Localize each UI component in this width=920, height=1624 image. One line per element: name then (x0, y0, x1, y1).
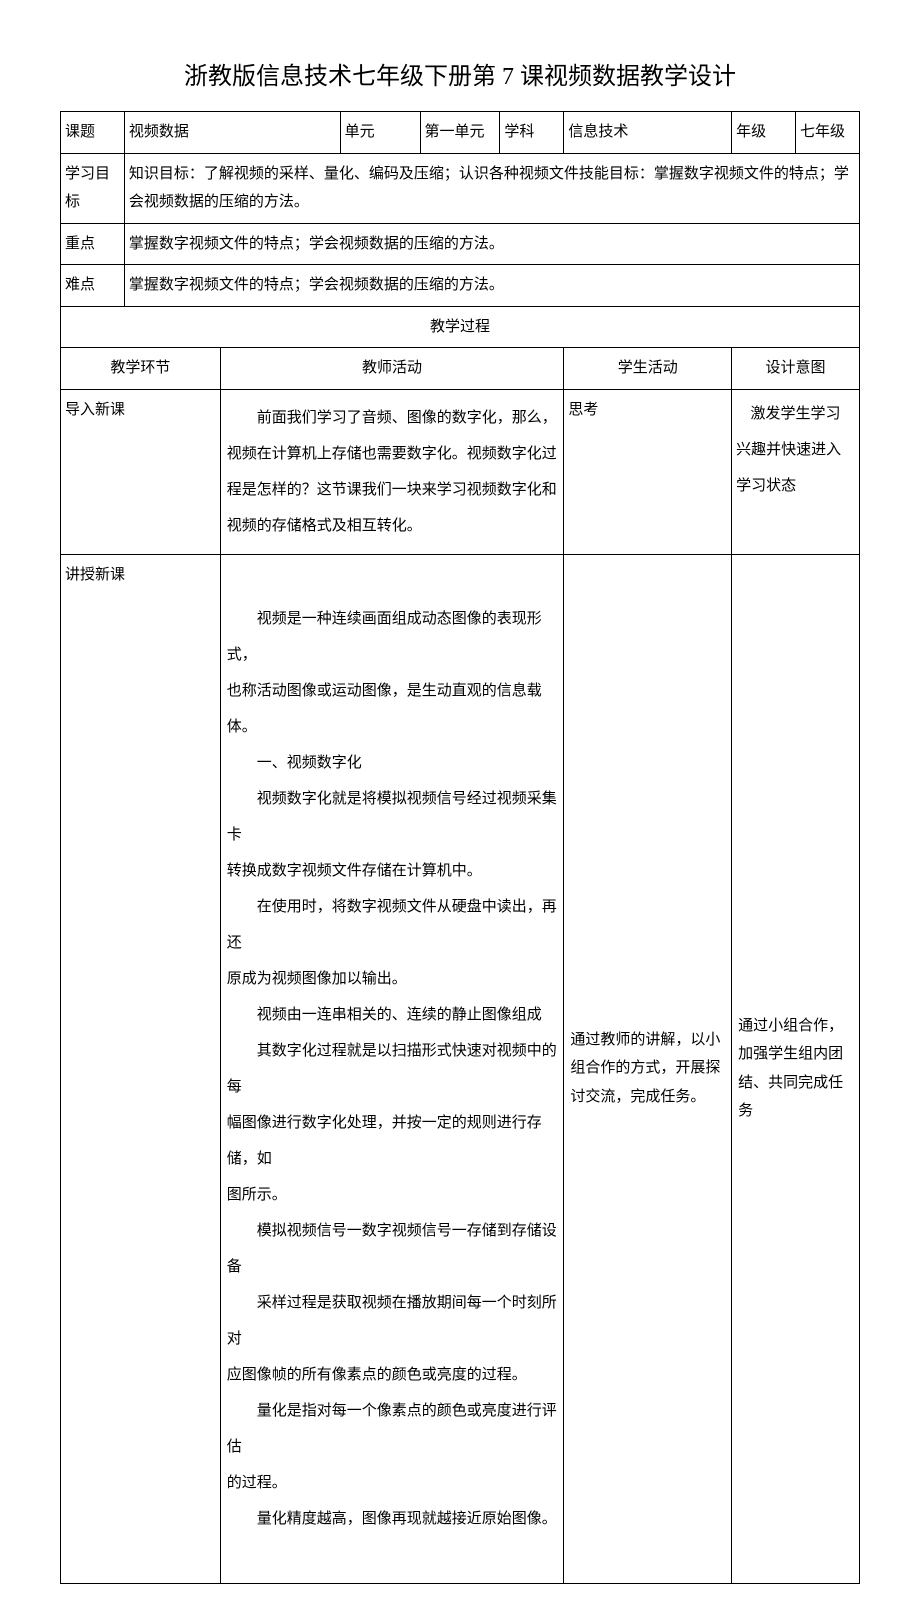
main-teacher-p7: 原成为视频图像加以输出。 (227, 961, 558, 997)
intro-student: 思考 (564, 389, 732, 554)
main-teacher-p15: 量化是指对每一个像素点的颜色或亮度进行评估 (227, 1393, 558, 1465)
main-teacher-p5: 转换成数字视频文件存储在计算机中。 (227, 853, 558, 889)
main-teacher-p16: 的过程。 (227, 1465, 558, 1501)
value-grade: 七年级 (796, 112, 860, 154)
main-teacher-p6: 在使用时，将数字视频文件从硬盘中读出，再还 (227, 889, 558, 961)
value-subject: 信息技术 (564, 112, 732, 154)
lesson-plan-table: 课题 视频数据 单元 第一单元 学科 信息技术 年级 七年级 学习目标 知识目标… (60, 111, 860, 1584)
value-keypoint: 掌握数字视频文件的特点；学会视频数据的压缩的方法。 (124, 223, 859, 265)
intro-design: 激发学生学习 兴趣并快速进入 学习状态 (732, 389, 860, 554)
intro-design-p2: 兴趣并快速进入 (736, 432, 855, 468)
main-teacher-p13: 采样过程是获取视频在播放期间每一个时刻所对 (227, 1285, 558, 1357)
main-teacher: 视频是一种连续画面组成动态图像的表现形式， 也称活动图像或运动图像，是生动直观的… (220, 554, 564, 1583)
process-header-row: 教学过程 (61, 306, 860, 348)
label-grade: 年级 (732, 112, 796, 154)
header-row-2: 学习目标 知识目标：了解视频的采样、量化、编码及压缩；认识各种视频文件技能目标：… (61, 153, 860, 223)
main-design: 通过小组合作，加强学生组内团结、共同完成任务 (732, 554, 860, 1583)
main-teacher-p11: 图所示。 (227, 1177, 558, 1213)
intro-label: 导入新课 (61, 389, 221, 554)
intro-teacher: 前面我们学习了音频、图像的数字化，那么， 视频在计算机上存储也需要数字化。视频数… (220, 389, 564, 554)
value-objectives: 知识目标：了解视频的采样、量化、编码及压缩；认识各种视频文件技能目标：掌握数字视… (124, 153, 859, 223)
main-row: 讲授新课 视频是一种连续画面组成动态图像的表现形式， 也称活动图像或运动图像，是… (61, 554, 860, 1583)
main-teacher-p4: 视频数字化就是将模拟视频信号经过视频采集卡 (227, 781, 558, 853)
label-difficulty: 难点 (61, 265, 125, 307)
col-design: 设计意图 (732, 348, 860, 390)
label-topic: 课题 (61, 112, 125, 154)
main-teacher-p9: 其数字化过程就是以扫描形式快速对视频中的每 (227, 1033, 558, 1105)
main-teacher-p10: 幅图像进行数字化处理，并按一定的规则进行存储，如 (227, 1105, 558, 1177)
intro-teacher-p2: 视频在计算机上存储也需要数字化。视频数字化过程是怎样的？这节课我们一块来学习视频… (227, 436, 558, 544)
value-difficulty: 掌握数字视频文件的特点；学会视频数据的压缩的方法。 (124, 265, 859, 307)
header-row-3: 重点 掌握数字视频文件的特点；学会视频数据的压缩的方法。 (61, 223, 860, 265)
main-teacher-p8: 视频由一连串相关的、连续的静止图像组成 (227, 997, 558, 1033)
main-label: 讲授新课 (61, 554, 221, 1583)
header-row-4: 难点 掌握数字视频文件的特点；学会视频数据的压缩的方法。 (61, 265, 860, 307)
main-teacher-p12: 模拟视频信号一数字视频信号一存储到存储设备 (227, 1213, 558, 1285)
header-row-1: 课题 视频数据 单元 第一单元 学科 信息技术 年级 七年级 (61, 112, 860, 154)
value-unit: 第一单元 (420, 112, 500, 154)
intro-row: 导入新课 前面我们学习了音频、图像的数字化，那么， 视频在计算机上存储也需要数字… (61, 389, 860, 554)
intro-teacher-p1: 前面我们学习了音频、图像的数字化，那么， (227, 400, 558, 436)
label-objectives: 学习目标 (61, 153, 125, 223)
page-title: 浙教版信息技术七年级下册第 7 课视频数据教学设计 (60, 56, 860, 91)
label-keypoint: 重点 (61, 223, 125, 265)
process-columns-row: 教学环节 教师活动 学生活动 设计意图 (61, 348, 860, 390)
intro-design-p3: 学习状态 (736, 468, 855, 504)
main-teacher-p3: 一、视频数字化 (227, 745, 558, 781)
col-teacher: 教师活动 (220, 348, 564, 390)
main-teacher-p17: 量化精度越高，图像再现就越接近原始图像。 (227, 1501, 558, 1537)
process-header: 教学过程 (61, 306, 860, 348)
label-unit: 单元 (340, 112, 420, 154)
main-teacher-p1: 视频是一种连续画面组成动态图像的表现形式， (227, 601, 558, 673)
main-teacher-p14: 应图像帧的所有像素点的颜色或亮度的过程。 (227, 1357, 558, 1393)
label-subject: 学科 (500, 112, 564, 154)
col-student: 学生活动 (564, 348, 732, 390)
main-teacher-p2: 也称活动图像或运动图像，是生动直观的信息载体。 (227, 673, 558, 745)
col-stage: 教学环节 (61, 348, 221, 390)
intro-design-p1: 激发学生学习 (736, 396, 855, 432)
value-topic: 视频数据 (124, 112, 340, 154)
main-student: 通过教师的讲解，以小组合作的方式，开展探讨交流，完成任务。 (564, 554, 732, 1583)
